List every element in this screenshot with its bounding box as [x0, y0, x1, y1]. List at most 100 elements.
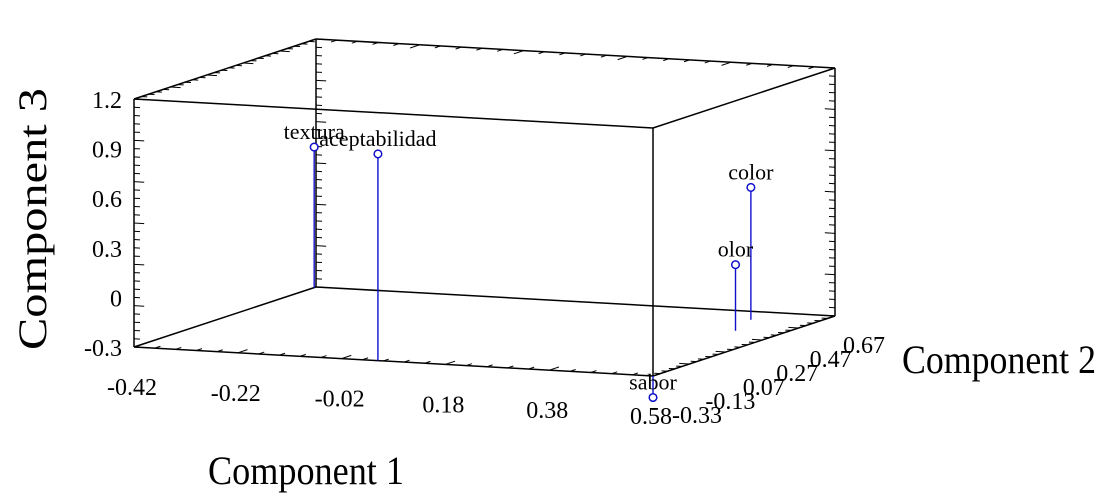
x-tick-label: -0.02: [315, 387, 365, 413]
x-axis-tick: [320, 355, 327, 358]
x-axis-tick: [632, 372, 639, 376]
z-axis-tick: [133, 346, 145, 349]
x-axis-tick: [372, 42, 379, 45]
z-tick-label: 1.2: [92, 88, 122, 114]
axis-ticks: [133, 38, 836, 377]
box-edge: [652, 67, 836, 129]
z-axis-tick: [824, 108, 836, 110]
z-tick-label: 0.6: [92, 187, 122, 213]
x-tick-label: 0.18: [422, 392, 464, 418]
y-axis-tick: [715, 350, 726, 353]
y-tick-label: 0.47: [810, 347, 852, 373]
z-axis-tick: [133, 222, 145, 225]
x-axis-tick: [409, 44, 420, 49]
z-axis-tick: [315, 121, 327, 123]
point-marker: [373, 149, 383, 159]
x-axis-tick: [663, 58, 670, 62]
x-axis-tick: [617, 55, 628, 61]
point-marker: [746, 182, 756, 193]
x-axis-tick: [341, 354, 352, 360]
y-axis-title: Component 2: [902, 337, 1096, 382]
point-marker: [730, 260, 741, 270]
x-axis-tick: [175, 346, 182, 350]
box-edge: [315, 286, 836, 317]
x-tick-label: -0.42: [107, 375, 157, 401]
y-axis-tick: [751, 338, 763, 341]
x-axis-tick: [746, 62, 753, 66]
y-axis-tick: [243, 62, 254, 65]
y-axis-tick: [279, 50, 290, 53]
z-axis-tick: [315, 162, 327, 165]
box-edge: [133, 286, 317, 348]
x-axis-tick: [513, 50, 524, 55]
z-axis-tick: [133, 181, 145, 183]
x-axis-tick: [538, 51, 545, 55]
x-tick-label: -0.22: [211, 381, 261, 407]
z-axis-tick: [824, 190, 836, 193]
z-axis-tick: [133, 139, 145, 142]
z-tick-label: 0.3: [92, 237, 122, 263]
z-axis-tick: [315, 79, 327, 82]
z-axis-tick: [315, 38, 327, 41]
x-axis-tick: [559, 52, 566, 56]
box-edge: [133, 346, 654, 377]
x-axis-tick: [154, 345, 161, 349]
x-axis-tick: [721, 61, 732, 66]
box-edge: [133, 38, 317, 100]
x-axis-tick: [590, 370, 597, 373]
x-axis-tick: [237, 349, 248, 354]
x-axis-tick: [455, 46, 462, 50]
x-axis-tick: [486, 364, 493, 368]
x-tick-label: 0.58: [630, 404, 672, 430]
y-axis-tick: [206, 74, 218, 77]
x-axis-tick: [528, 366, 535, 370]
box-edge: [133, 98, 654, 129]
x-axis-tick: [258, 351, 265, 355]
x-axis-tick: [393, 43, 400, 46]
point-marker: [309, 142, 319, 152]
x-tick-label: 0.38: [526, 398, 568, 424]
x-axis-tick: [466, 363, 473, 367]
x-axis-tick: [808, 66, 815, 70]
point-label: sabor: [629, 369, 677, 394]
x-axis-tick: [825, 67, 836, 72]
z-tick-label: -0.3: [84, 336, 122, 362]
x-axis-tick: [507, 365, 514, 369]
z-axis-tick: [315, 203, 327, 206]
y-tick-label: -0.33: [672, 403, 722, 429]
z-axis-tick: [824, 149, 836, 152]
y-axis-tick: [642, 374, 654, 377]
x-axis-tick: [133, 343, 144, 348]
point-label: aceptabilidad: [319, 126, 436, 151]
point-label: olor: [718, 237, 754, 262]
point-label: color: [728, 159, 774, 184]
y-tick-label: -0.13: [705, 389, 755, 415]
axis-tick-labels: -0.42 -0.22 -0.02 0.18 0.38 0.58 -0.3 0 0.3 0.6 0.…: [84, 88, 885, 430]
z-axis-tick: [824, 66, 836, 69]
x-axis-tick: [445, 360, 456, 365]
x-axis-tick: [362, 357, 369, 361]
x-axis-title: Component 1: [208, 448, 404, 493]
x-axis-tick: [787, 65, 794, 69]
x-axis-tick: [496, 48, 503, 52]
z-axis-tick: [315, 245, 327, 247]
z-axis-tick: [824, 314, 836, 317]
x-axis-tick: [351, 40, 358, 44]
x-axis-tick: [279, 352, 286, 356]
y-tick-label: 0.67: [843, 333, 885, 359]
x-axis-tick: [611, 371, 618, 375]
x-axis-tick: [403, 359, 410, 363]
x-axis-tick: [704, 60, 711, 64]
x-axis-tick: [652, 372, 663, 377]
z-axis-tick: [133, 98, 145, 101]
x-axis-tick: [766, 64, 773, 67]
z-tick-label: 0: [110, 286, 122, 312]
x-axis-tick: [382, 358, 389, 362]
x-axis-tick: [196, 348, 203, 351]
z-axis-tick: [133, 263, 145, 266]
point-marker: [648, 392, 658, 403]
y-axis-tick: [788, 326, 799, 329]
box-edge: [315, 38, 836, 69]
